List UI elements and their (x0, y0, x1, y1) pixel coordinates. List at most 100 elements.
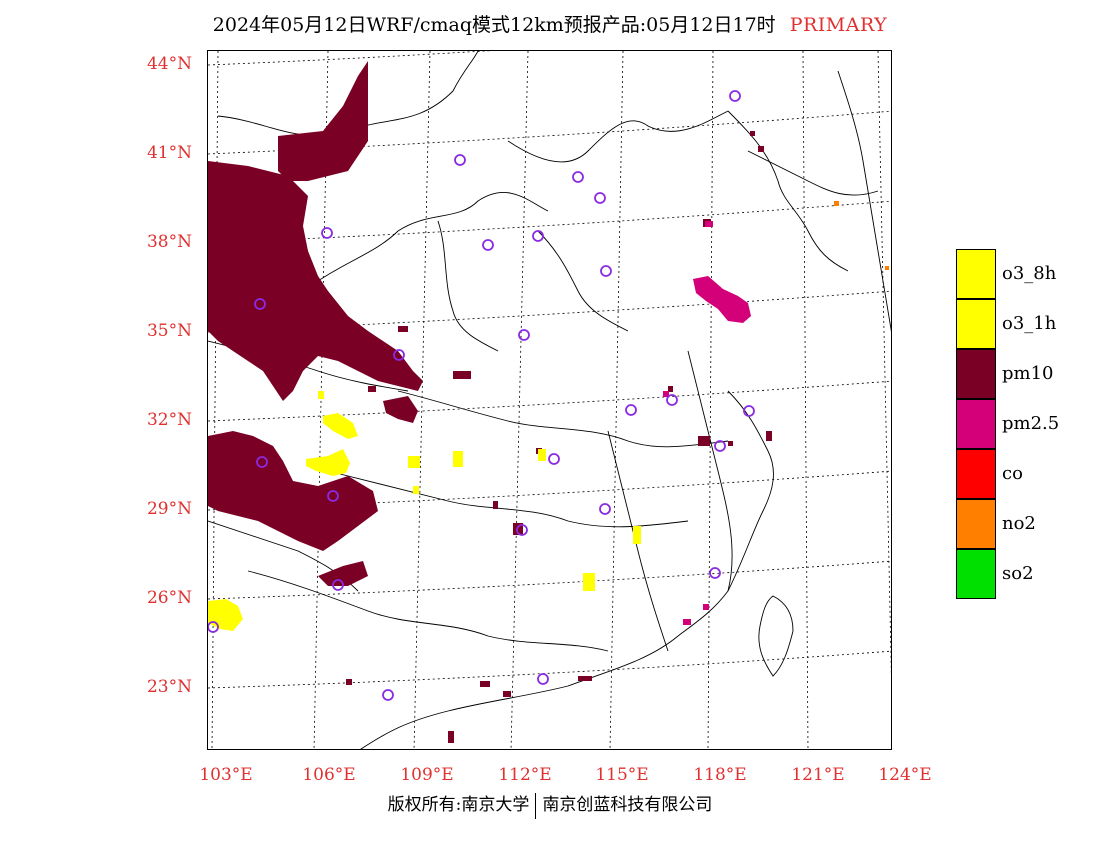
no2-spots (834, 201, 889, 270)
lon-label-115: 115°E (595, 765, 649, 785)
border-northeast (727, 110, 849, 272)
province-boundaries (208, 51, 891, 749)
lat-label-29: 29°N (146, 499, 192, 519)
legend-swatch-pm25 (956, 399, 996, 449)
legend-item-pm10: pm10 (956, 349, 1076, 399)
copyright-right: 南京创蓝科技有限公司 (542, 795, 713, 815)
lon-label-103: 103°E (199, 765, 253, 785)
o3-area-chongqing (323, 413, 358, 439)
border-shanxi (437, 220, 499, 352)
pm10-area-sichuan (208, 431, 378, 551)
legend-label-o3-1h: o3_1h (1002, 313, 1057, 334)
legend-item-co: co (956, 449, 1076, 499)
pm10-spot (503, 691, 511, 697)
lat-label-26: 26°N (146, 588, 192, 608)
pm10-spot (766, 431, 772, 441)
lon-label-118: 118°E (693, 765, 747, 785)
longitude-line-103 (211, 51, 219, 749)
border-guangxi (247, 570, 609, 652)
map-canvas (208, 51, 891, 749)
city-marker (532, 230, 544, 242)
city-marker (599, 503, 611, 515)
legend-label-pm25: pm2.5 (1002, 413, 1060, 434)
pm10-areas (208, 61, 772, 743)
city-marker (518, 329, 530, 341)
longitude-line-118 (707, 51, 714, 749)
border-hunan (327, 470, 689, 528)
city-marker (743, 405, 755, 417)
pm10-area-northwest (208, 161, 423, 401)
longitude-line-121 (802, 51, 809, 749)
lat-label-35: 35°N (146, 321, 192, 341)
o3-spot (413, 486, 419, 494)
pm10-spot (698, 436, 710, 446)
title-text: 2024年05月12日WRF/cmaq模式12km预报产品:05月12日17时 (212, 14, 776, 36)
legend-swatch-co (956, 449, 996, 499)
primary-tag: PRIMARY (789, 14, 888, 36)
lon-label-121: 121°E (791, 765, 845, 785)
city-marker (208, 621, 219, 633)
lon-label-109: 109°E (400, 765, 454, 785)
city-marker (516, 524, 528, 536)
pm10-spot (480, 681, 490, 687)
city-marker (327, 490, 339, 502)
legend-swatch-so2 (956, 549, 996, 599)
lat-label-23: 23°N (146, 677, 192, 697)
o3-spot (453, 451, 463, 467)
pm10-spot (728, 441, 733, 446)
latitude-line-23 (208, 650, 891, 689)
lat-label-38: 38°N (146, 232, 192, 252)
city-marker (537, 673, 549, 685)
border-inner-mongolia (507, 110, 729, 163)
longitude-line-109 (413, 51, 431, 749)
longitude-line-115 (609, 51, 624, 749)
legend-swatch-o3-1h (956, 299, 996, 349)
pm25-spot (663, 391, 669, 397)
legend-label-no2: no2 (1002, 513, 1036, 534)
city-marker (625, 404, 637, 416)
latitude-line-38 (208, 200, 891, 244)
pm25-spot (703, 604, 709, 610)
city-marker (382, 689, 394, 701)
o3-spot (408, 456, 420, 468)
taiwan-outline (758, 595, 794, 677)
pm10-area-guizhou (318, 561, 368, 586)
latitude-line-44 (208, 51, 492, 66)
legend: o3_8h o3_1h pm10 pm2.5 co no2 so2 (956, 249, 1076, 599)
legend-item-o3-1h: o3_1h (956, 299, 1076, 349)
city-marker (714, 440, 726, 452)
city-marker (666, 394, 678, 406)
no2-spot (885, 266, 889, 270)
border-liaoning (747, 150, 879, 196)
lon-label-106: 106°E (302, 765, 356, 785)
lon-label-124: 124°E (878, 765, 932, 785)
legend-label-o3-8h: o3_8h (1002, 263, 1057, 284)
no2-spot (834, 201, 839, 206)
border-henan (537, 230, 629, 332)
border-north (217, 51, 479, 137)
city-marker (594, 192, 606, 204)
city-marker (454, 154, 466, 166)
border-hubei (397, 390, 729, 448)
legend-swatch-o3-8h (956, 249, 996, 299)
lat-label-44: 44°N (146, 54, 192, 74)
legend-swatch-no2 (956, 499, 996, 549)
legend-label-pm10: pm10 (1002, 363, 1054, 384)
city-marker (393, 349, 405, 361)
city-marker (729, 90, 741, 102)
city-marker (332, 579, 344, 591)
lat-label-41: 41°N (146, 143, 192, 163)
city-marker (548, 453, 560, 465)
coastline-south (360, 635, 679, 749)
border-ningxia (317, 192, 549, 282)
legend-item-no2: no2 (956, 499, 1076, 549)
pm10-spot (493, 501, 498, 509)
pm25-areas (663, 221, 751, 625)
legend-item-so2: so2 (956, 549, 1076, 599)
pm10-area-hubei (383, 396, 418, 423)
map-title: 2024年05月12日WRF/cmaq模式12km预报产品:05月12日17时 P… (0, 10, 1100, 40)
copyright-left: 版权所有:南京大学 (387, 795, 530, 815)
border-anhui (687, 350, 733, 592)
pm10-spot (758, 146, 764, 152)
o3-spot (538, 449, 546, 461)
